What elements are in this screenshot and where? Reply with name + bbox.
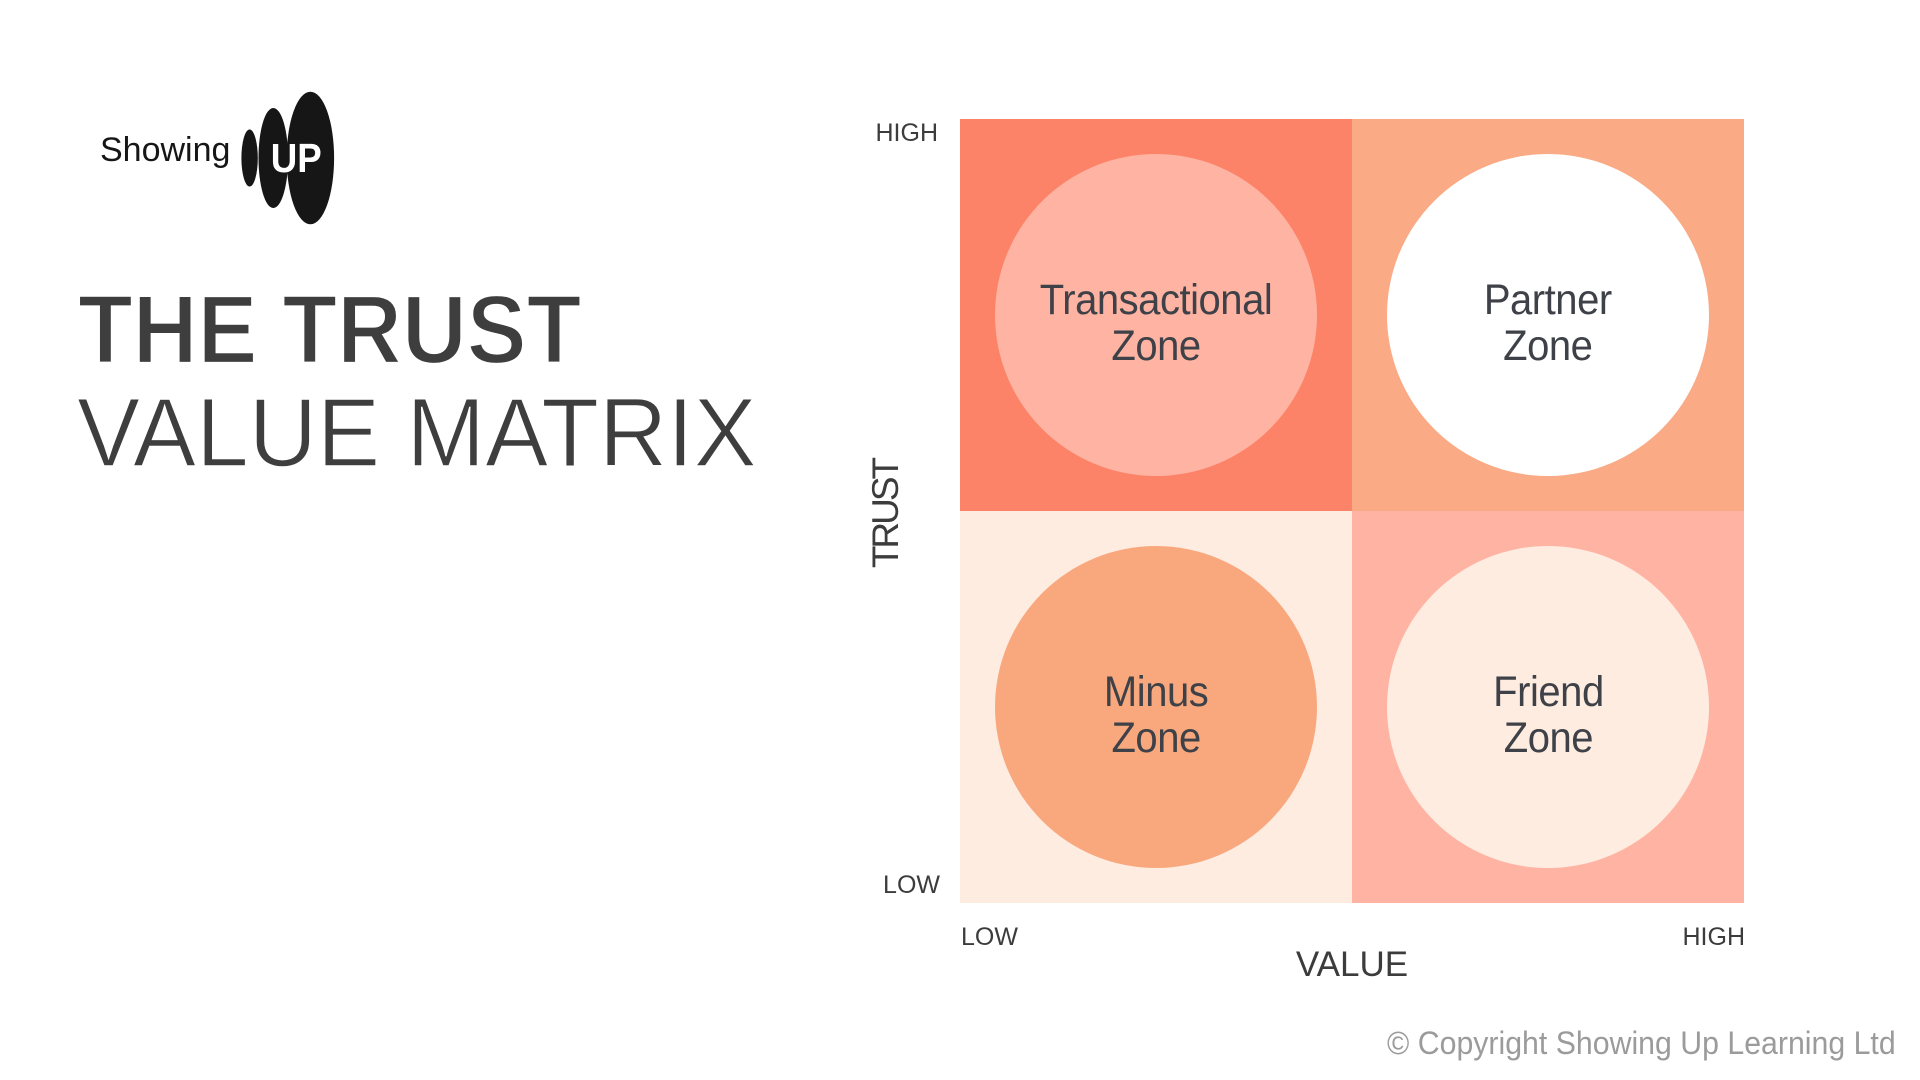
svg-text:UP: UP — [271, 135, 322, 181]
